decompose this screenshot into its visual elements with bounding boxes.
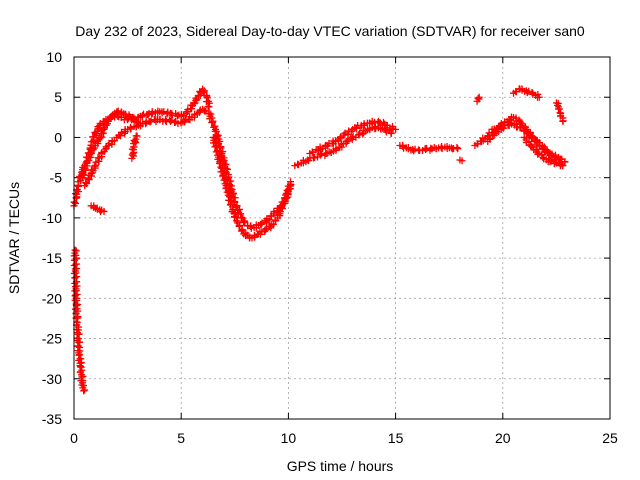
data-point-interp xyxy=(277,203,285,211)
data-point xyxy=(559,117,567,125)
series-mid xyxy=(291,123,395,170)
tick-labels: 0 5 10 15 20 25 -35 -30 -25 -20 -15 -10 -5 0 5 10 xyxy=(42,49,618,446)
x-tick-label: 5 xyxy=(177,430,185,446)
data-point xyxy=(80,387,88,395)
data-point-interp xyxy=(146,118,154,126)
data-point-interp xyxy=(84,149,92,157)
data-point-interp xyxy=(529,133,537,141)
data-point-interp xyxy=(124,114,132,122)
x-axis-title: GPS time / hours xyxy=(287,458,394,474)
x-tick-label: 0 xyxy=(70,430,78,446)
data-point xyxy=(527,141,535,149)
data-point xyxy=(561,158,569,166)
data-point-interp xyxy=(554,101,562,109)
x-tick-label: 10 xyxy=(281,430,297,446)
data-point xyxy=(387,129,395,137)
data-point-interp xyxy=(235,205,243,213)
data-point xyxy=(458,157,466,165)
series-mid-2 xyxy=(306,117,400,158)
x-tick-label: 15 xyxy=(388,430,404,446)
data-point xyxy=(205,103,213,111)
data-point-interp xyxy=(203,94,211,102)
data-point-interp xyxy=(71,296,79,304)
data-point-interp xyxy=(87,166,95,174)
data-point xyxy=(190,100,198,108)
series-small-patch xyxy=(473,93,483,105)
data-point-interp xyxy=(232,209,240,217)
data-point-interp xyxy=(534,150,542,158)
y-tick-label: -5 xyxy=(50,170,63,186)
data-point-interp xyxy=(81,386,89,394)
data-point-interp xyxy=(226,193,234,201)
data-point-interp xyxy=(262,226,270,234)
series-trough-b xyxy=(209,133,295,242)
series-isolated xyxy=(456,156,466,165)
series-end-patch xyxy=(552,99,567,125)
data-point-interp xyxy=(212,142,220,150)
series-top-patch xyxy=(510,85,543,101)
y-tick-label: -35 xyxy=(42,411,62,427)
chart-title: Day 232 of 2023, Sidereal Day-to-day VTE… xyxy=(75,23,585,39)
series-drop xyxy=(70,246,89,395)
y-tick-label: -15 xyxy=(42,250,62,266)
data-point-interp xyxy=(130,136,138,144)
y-tick-label: 5 xyxy=(54,89,62,105)
data-points xyxy=(70,85,569,395)
data-point xyxy=(475,93,483,101)
data-point-interp xyxy=(79,170,87,178)
data-point-interp xyxy=(227,177,235,185)
series-upper-band xyxy=(79,85,213,182)
data-point xyxy=(287,182,295,190)
data-point-interp xyxy=(411,145,419,153)
data-point xyxy=(422,146,430,154)
data-point-interp xyxy=(223,188,231,196)
y-tick-label: -25 xyxy=(42,331,62,347)
data-point-interp xyxy=(220,176,228,184)
data-point-interp xyxy=(535,149,543,157)
data-point-interp xyxy=(257,220,265,228)
data-point-interp xyxy=(517,124,525,132)
data-point-interp xyxy=(343,137,351,145)
y-tick-label: -10 xyxy=(42,210,62,226)
y-tick-label: -30 xyxy=(42,371,62,387)
data-point-interp xyxy=(215,159,223,167)
data-point-interp xyxy=(193,96,201,104)
data-point xyxy=(559,162,567,170)
data-point-interp xyxy=(341,129,349,137)
x-tick-label: 25 xyxy=(602,430,618,446)
data-point-interp xyxy=(525,87,533,95)
y-tick-label: 0 xyxy=(54,129,62,145)
data-point-interp xyxy=(144,111,152,119)
data-point xyxy=(392,125,400,133)
data-point xyxy=(454,145,462,153)
data-point-interp xyxy=(117,128,125,136)
grid-lines xyxy=(74,57,610,419)
series-tail xyxy=(87,202,108,216)
plot-frame xyxy=(73,56,611,420)
series-late xyxy=(396,141,462,155)
data-point xyxy=(100,207,108,215)
y-axis-title: SDTVAR / TECUs xyxy=(6,182,22,294)
data-point-interp xyxy=(211,127,219,135)
y-tick-label: 10 xyxy=(46,49,62,65)
data-point xyxy=(132,132,140,140)
data-point-interp xyxy=(453,143,461,151)
data-point-interp xyxy=(275,207,283,215)
data-point-interp xyxy=(474,94,482,102)
data-point-interp xyxy=(188,105,196,113)
data-point-interp xyxy=(83,180,91,188)
data-point-interp xyxy=(208,118,216,126)
data-point-interp xyxy=(278,205,286,213)
x-tick-label: 20 xyxy=(495,430,511,446)
y-tick-label: -20 xyxy=(42,290,62,306)
data-point xyxy=(535,93,543,101)
data-point-interp xyxy=(78,373,86,381)
series-return-3 xyxy=(520,133,567,170)
data-point-interp xyxy=(211,143,219,151)
series-lower-band xyxy=(81,105,213,190)
series-dip-2.7 xyxy=(128,132,141,162)
data-point-interp xyxy=(525,138,533,146)
data-point-interp xyxy=(554,105,562,113)
